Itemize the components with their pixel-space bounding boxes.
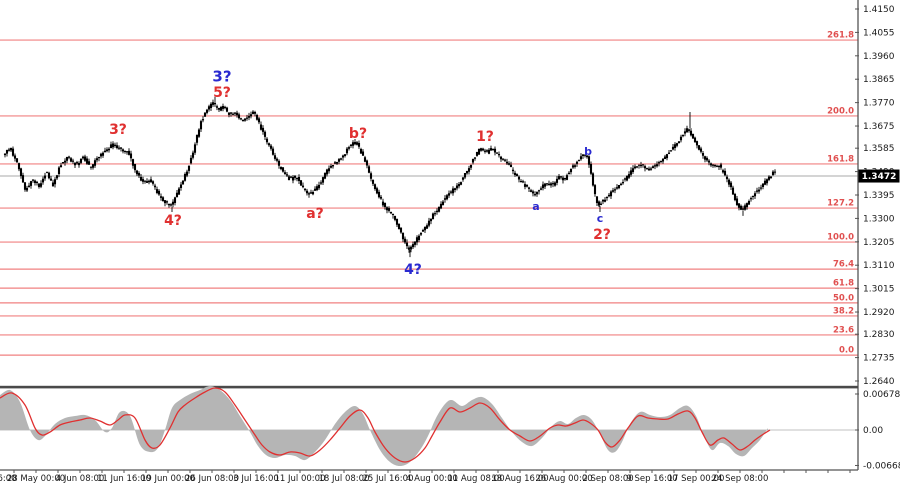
time-axis-label: 24 Sep 08:00: [712, 474, 769, 484]
price-tick-label: 1.2735: [863, 354, 895, 364]
pane-separator[interactable]: [0, 385, 858, 389]
time-axis-label: 9 Sep 16:00: [626, 474, 677, 484]
fib-level-label: 0.0: [839, 346, 854, 356]
time-axis-label: 11 Jun 16:00: [97, 474, 151, 484]
price-tick-label: 1.3960: [863, 52, 895, 62]
price-tick-label: 1.3300: [863, 214, 895, 224]
time-axis-label: 11 Jul 00:00: [275, 474, 326, 484]
price-tick-label: 1.4150: [863, 5, 895, 15]
wave-annotation: a?: [306, 206, 324, 222]
fib-level-label: 61.8: [833, 279, 854, 289]
time-axis-label: 11 Aug 08:00: [447, 474, 504, 484]
price-tick-label: 1.3865: [863, 75, 895, 85]
fib-level-label: 261.8: [827, 31, 854, 41]
price-tick-label: 1.3395: [863, 191, 895, 201]
fib-level-label: 50.0: [833, 293, 854, 303]
price-tick-label: 1.2830: [863, 330, 895, 340]
price-tick-label: 1.3015: [863, 285, 895, 295]
wave-annotation: 2?: [593, 227, 611, 243]
oscillator-signal-line: [0, 387, 771, 463]
current-price-value: 1.3472: [862, 172, 897, 182]
price-tick-label: 1.3675: [863, 122, 895, 132]
wave-annotation: 4?: [404, 262, 422, 278]
time-axis-label: 26 Aug 00:00: [535, 474, 592, 484]
time-axis-label: 26 Jun 08:00: [185, 474, 239, 484]
wave-annotation: b: [584, 145, 592, 158]
wave-annotation: a: [532, 200, 539, 213]
wave-annotation: b?: [349, 126, 367, 142]
time-axis-label: 6:00: [0, 474, 17, 484]
wave-annotation: 3?: [212, 68, 231, 86]
fib-level-label: 76.4: [833, 260, 854, 270]
time-axis-label: 25 Jul 16:00: [363, 474, 414, 484]
oscillator-histogram-area: [0, 386, 768, 466]
price-tick-label: 1.3110: [863, 261, 895, 271]
candlestick-bodies: [3, 102, 777, 250]
time-axis-label: 28 May 00:00: [7, 474, 65, 484]
fib-level-label: 161.8: [827, 154, 854, 164]
current-price-box: [858, 169, 900, 183]
time-axis-label: 17 Sep 00:00: [668, 474, 725, 484]
price-tick-label: 1.3770: [863, 99, 895, 109]
price-tick-label: 1.3205: [863, 238, 895, 248]
time-axis-label: 3 Jul 16:00: [233, 474, 279, 484]
price-tick-label: 1.2640: [863, 377, 895, 387]
fib-level-label: 38.2: [833, 306, 854, 316]
oscillator-tick-label: -0.00668: [863, 461, 900, 471]
price-tick-label: 1.2920: [863, 308, 895, 318]
fib-level-label: 100.0: [827, 233, 854, 243]
wave-annotation: 3?: [109, 122, 127, 138]
time-axis-label: 18 Aug 16:00: [491, 474, 548, 484]
time-axis-label: 19 Jun 00:00: [141, 474, 195, 484]
fib-level-label: 200.0: [827, 106, 854, 116]
candlestick-wicks: [4, 96, 776, 258]
oscillator-tick-label: 0.00678: [863, 390, 900, 400]
time-axis-label: 2 Sep 08:00: [582, 474, 633, 484]
fib-level-label: 23.6: [833, 325, 854, 335]
wave-annotation: 4?: [164, 213, 182, 229]
time-axis-label: 4 Jun 08:00: [56, 474, 105, 484]
price-tick-label: 1.4055: [863, 28, 895, 38]
oscillator-tick-label: 0.00: [863, 426, 883, 436]
wave-annotation: 1?: [476, 129, 494, 145]
wave-annotation: 5?: [213, 85, 231, 101]
time-axis-label: 4 Aug 00:00: [406, 474, 458, 484]
fib-level-label: 127.2: [827, 199, 854, 209]
time-axis-label: 18 Jul 08:00: [319, 474, 370, 484]
price-tick-label: 1.3585: [863, 144, 895, 154]
wave-annotation: c: [597, 212, 604, 225]
